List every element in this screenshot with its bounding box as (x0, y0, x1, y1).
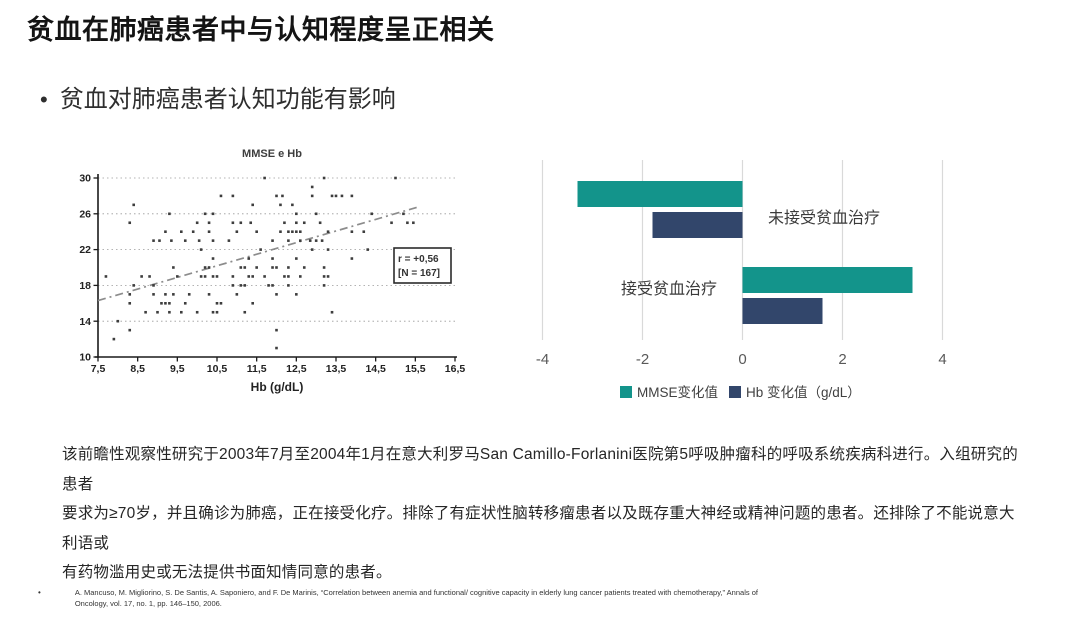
bar-1-1 (742, 298, 823, 324)
svg-text:-4: -4 (536, 351, 549, 368)
bar-0-1 (742, 267, 913, 293)
footnote-marker: • (38, 588, 41, 597)
bullet-item: • 贫血对肺癌患者认知功能有影响 (40, 84, 396, 116)
bar-chart-container: 未接受贫血治疗接受贫血治疗 -4 -2 0 2 4 MMSE变化值 Hb 变化值（g/dL） (530, 148, 1080, 415)
bar-series (577, 181, 913, 324)
svg-text:0: 0 (738, 351, 746, 368)
svg-text:15,5: 15,5 (405, 363, 426, 375)
svg-text:14: 14 (79, 316, 91, 328)
svg-text:26: 26 (79, 208, 91, 220)
svg-text:8,5: 8,5 (130, 363, 145, 375)
trend-line (97, 205, 420, 302)
svg-text:13,5: 13,5 (326, 363, 347, 375)
scatter-points (104, 176, 415, 350)
slide-title: 贫血在肺癌患者中与认知程度呈正相关 (27, 15, 495, 45)
svg-text:[N = 167]: [N = 167] (398, 268, 440, 279)
scatter-chart-mmse-vs-hb: MMSE e Hb 10 14 18 22 26 30 7,5 8,5 9,5 10,5 11,5 12… (79, 148, 465, 394)
svg-text:14,5: 14,5 (365, 363, 386, 375)
svg-text:11,5: 11,5 (247, 363, 267, 375)
svg-text:22: 22 (79, 244, 91, 256)
legend-label-mmse: MMSE变化值 (637, 385, 718, 400)
svg-text:r = +0,56: r = +0,56 (398, 254, 439, 265)
svg-text:未接受贫血治疗: 未接受贫血治疗 (768, 209, 880, 227)
svg-text:12,5: 12,5 (286, 363, 307, 375)
legend-label-hb: Hb 变化值（g/dL） (746, 385, 861, 400)
legend-swatch-mmse (620, 386, 632, 398)
svg-text:10,5: 10,5 (207, 363, 228, 375)
svg-text:-2: -2 (636, 351, 649, 368)
svg-text:7,5: 7,5 (91, 363, 106, 375)
footnote-citation: • A. Mancuso, M. Migliorino, S. De Santi… (38, 588, 963, 609)
bar-xaxis-tick-labels: -4 -2 0 2 4 (536, 351, 947, 368)
svg-text:16,5: 16,5 (445, 363, 466, 375)
correlation-annotation: r = +0,56 [N = 167] (393, 247, 452, 284)
svg-text:9,5: 9,5 (170, 363, 185, 375)
bar-0-0 (577, 181, 743, 207)
svg-text:10: 10 (79, 352, 91, 364)
svg-text:2: 2 (838, 351, 846, 368)
legend-swatch-hb (729, 386, 741, 398)
scatter-ticks-and-labels: 10 14 18 22 26 30 7,5 8,5 9,5 10,5 11,5 12,5 13,5 14,… (79, 173, 465, 375)
scatter-xaxis-label: Hb (g/dL) (251, 380, 304, 394)
svg-text:30: 30 (79, 173, 91, 185)
bar-legend: MMSE变化值 Hb 变化值（g/dL） (620, 385, 861, 400)
bullet-text: 贫血对肺癌患者认知功能有影响 (59, 86, 396, 113)
svg-text:4: 4 (938, 351, 946, 368)
scatter-title: MMSE e Hb (242, 148, 302, 160)
svg-text:接受贫血治疗: 接受贫血治疗 (621, 280, 717, 298)
svg-text:18: 18 (79, 280, 91, 292)
scatter-chart-container: MMSE e Hb 10 14 18 22 26 30 7,5 8,5 9,5 10,5 11,5 12… (60, 142, 500, 405)
citation-text: A. Mancuso, M. Migliorino, S. De Santis,… (74, 588, 758, 608)
study-description: 该前瞻性观察性研究于2003年7月至2004年1月在意大利罗马San Camil… (62, 446, 1018, 581)
scatter-axes (95, 174, 457, 358)
bar-1-0 (652, 212, 743, 238)
bullet-marker: • (40, 87, 48, 112)
